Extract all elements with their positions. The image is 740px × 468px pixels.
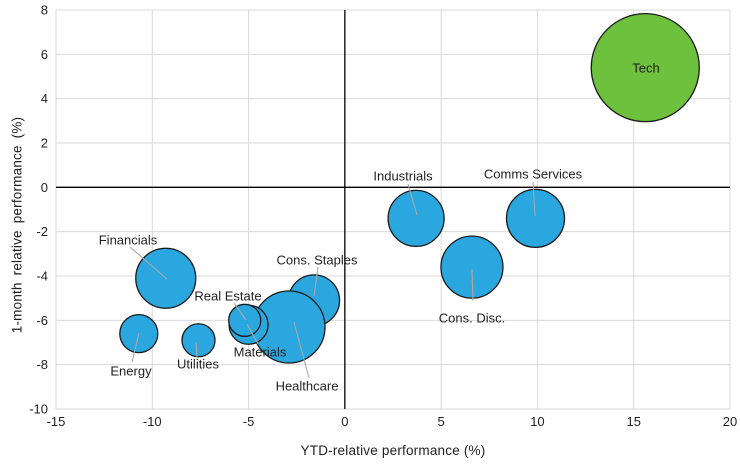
bubble-label-cons-staples: Cons. Staples (277, 253, 358, 268)
x-tick-label: 5 (438, 414, 445, 429)
x-tick-label: -15 (47, 414, 66, 429)
leader-line (532, 181, 536, 217)
leader-line (471, 268, 474, 302)
leader-line (195, 341, 198, 358)
leader-line (129, 246, 168, 280)
bubble-utilities (181, 323, 216, 358)
leader-line (131, 332, 140, 363)
x-axis-title: YTD-relative performance (%) (300, 443, 486, 458)
bubble-label-cons-disc: Cons. Disc. (439, 311, 505, 326)
leader-line (233, 302, 247, 321)
bubble-label-financials: Financials (99, 233, 158, 248)
bubble-industrials (387, 189, 445, 248)
leader-line (407, 183, 418, 216)
bubble-label-real-estate: Real Estate (194, 289, 261, 304)
bubble-cons-disc (440, 235, 504, 299)
x-tick-label: 0 (341, 414, 348, 429)
x-tick-label: 10 (530, 414, 544, 429)
y-tick-label: 8 (41, 3, 48, 18)
y-tick-label: -6 (36, 313, 48, 328)
bubble-label-industrials: Industrials (373, 169, 433, 184)
bubble-real-estate (228, 303, 262, 337)
bubble-label-energy: Energy (110, 364, 152, 379)
leader-line (313, 266, 319, 297)
y-tick-label: -8 (36, 357, 48, 372)
y-tick-label: 2 (41, 136, 48, 151)
y-tick-label: -2 (36, 224, 48, 239)
y-tick-label: 0 (41, 180, 48, 195)
x-tick-label: 15 (626, 414, 640, 429)
y-axis-title: 1-month relative performance (%) (9, 116, 25, 334)
x-tick-label: -5 (243, 414, 255, 429)
bubble-tech (590, 12, 700, 123)
bubble-label-materials: Materials (234, 345, 287, 360)
y-tick-label: -4 (36, 269, 48, 284)
y-tick-label: 4 (41, 91, 48, 106)
leader-line (293, 321, 310, 379)
x-tick-label: 20 (723, 414, 737, 429)
bubble-comms-services (505, 188, 566, 249)
bubble-label-comms-services: Comms Services (484, 167, 583, 182)
bubble-label-utilities: Utilities (177, 357, 219, 372)
y-tick-label: 6 (41, 47, 48, 62)
x-tick-label: -10 (143, 414, 162, 429)
bubble-label-tech: Tech (632, 61, 659, 76)
leader-line (246, 323, 259, 345)
y-tick-label: -10 (29, 402, 48, 417)
bubble-label-healthcare: Healthcare (276, 379, 339, 394)
